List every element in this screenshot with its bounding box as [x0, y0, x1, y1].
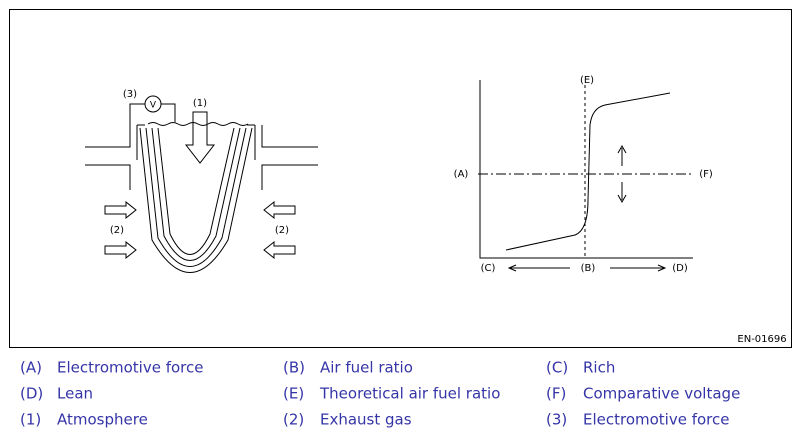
legend-key: (F): [546, 385, 566, 403]
label: (E): [580, 75, 594, 86]
legend-text: Air fuel ratio: [320, 359, 413, 377]
legend-key: (A): [20, 359, 42, 377]
legend-text: Electromotive force: [57, 359, 204, 377]
legend-key: (E): [283, 385, 304, 403]
legend-text: Rich: [583, 359, 615, 377]
legend-text: Exhaust gas: [320, 411, 412, 429]
legend-text: Electromotive force: [583, 411, 730, 429]
legend-text: Lean: [57, 385, 93, 403]
label: V: [150, 101, 157, 111]
legend-key: (1): [20, 411, 41, 429]
legend-key: (2): [283, 411, 304, 429]
frame: [9, 9, 792, 348]
legend-key: (3): [546, 411, 567, 429]
label: (D): [672, 263, 688, 274]
legend-text: Comparative voltage: [583, 385, 740, 403]
label: (C): [481, 263, 496, 274]
label: (A): [454, 169, 469, 180]
legend-key: (B): [283, 359, 305, 377]
label: (2): [275, 225, 289, 236]
legend-key: (D): [20, 385, 43, 403]
label: (B): [581, 263, 596, 274]
label: (F): [699, 169, 713, 180]
legend-key: (C): [546, 359, 568, 377]
legend-text: Theoretical air fuel ratio: [319, 385, 500, 403]
label: (2): [110, 225, 124, 236]
legend-text: Atmosphere: [57, 411, 148, 429]
label: (3): [123, 89, 137, 100]
figure-code: EN-01696: [737, 334, 786, 345]
legend: (A) Electromotive force (B) Air fuel ratio (…: [20, 359, 740, 429]
sensor-drawing: [85, 95, 318, 273]
graph: [478, 80, 693, 272]
label: (1): [193, 98, 207, 109]
